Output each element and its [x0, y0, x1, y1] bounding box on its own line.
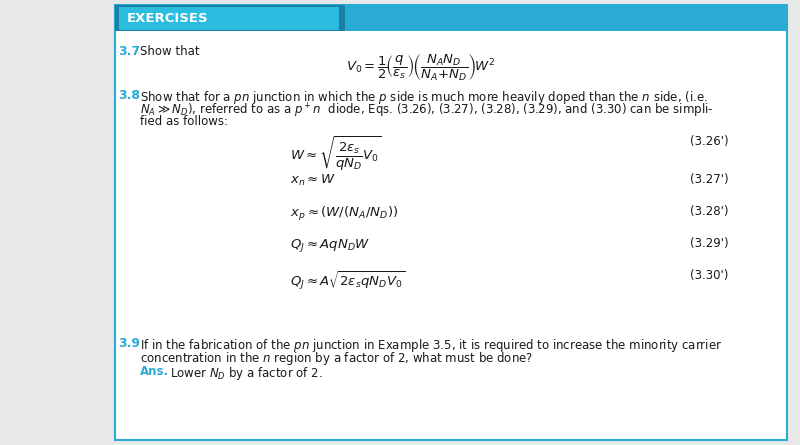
Bar	[115, 5, 345, 31]
Bar	[115, 5, 787, 31]
Bar	[115, 5, 787, 440]
Text: $x_n \approx W$: $x_n \approx W$	[290, 173, 336, 188]
Text: $N_A \gg N_D$), referred to as a $p^+n$  diode, Eqs. (3.26), (3.27), (3.28), (3.: $N_A \gg N_D$), referred to as a $p^+n$ …	[140, 102, 714, 120]
Text: (3.30'): (3.30')	[690, 269, 728, 282]
Text: (3.27'): (3.27')	[690, 173, 729, 186]
Text: $Q_J \approx A\sqrt{2\varepsilon_s qN_D V_0}$: $Q_J \approx A\sqrt{2\varepsilon_s qN_D …	[290, 269, 405, 292]
Text: concentration in the $n$ region by a factor of 2, what must be done?: concentration in the $n$ region by a fac…	[140, 350, 534, 367]
Text: (3.28'): (3.28')	[690, 205, 729, 218]
Text: 3.9: 3.9	[118, 337, 140, 350]
Text: $W \approx \sqrt{\dfrac{2\varepsilon_s}{qN_D}V_0}$: $W \approx \sqrt{\dfrac{2\varepsilon_s}{…	[290, 135, 382, 173]
Text: Show that for a $pn$ junction in which the $p$ side is much more heavily doped t: Show that for a $pn$ junction in which t…	[140, 89, 708, 106]
Bar	[119, 7, 339, 30]
Text: $Q_J \approx AqN_DW$: $Q_J \approx AqN_DW$	[290, 237, 370, 254]
Text: If in the fabrication of the $pn$ junction in Example 3.5, it is required to inc: If in the fabrication of the $pn$ juncti…	[140, 337, 722, 354]
Text: Ans.: Ans.	[140, 365, 169, 378]
Text: 3.7: 3.7	[118, 45, 140, 58]
Text: $x_p \approx (W/(N_A/N_D))$: $x_p \approx (W/(N_A/N_D))$	[290, 205, 398, 223]
Text: 3.8: 3.8	[118, 89, 140, 102]
Text: (3.26'): (3.26')	[690, 135, 729, 148]
Text: Show that: Show that	[140, 45, 200, 58]
Text: Lower $N_D$ by a factor of 2.: Lower $N_D$ by a factor of 2.	[170, 365, 322, 382]
Text: $V_0 = \dfrac{1}{2}\!\left(\dfrac{q}{\varepsilon_s}\right)\!\left(\dfrac{N_A N_D: $V_0 = \dfrac{1}{2}\!\left(\dfrac{q}{\va…	[346, 53, 494, 83]
Text: fied as follows:: fied as follows:	[140, 115, 228, 128]
Text: EXERCISES: EXERCISES	[127, 12, 209, 24]
Text: (3.29'): (3.29')	[690, 237, 729, 250]
